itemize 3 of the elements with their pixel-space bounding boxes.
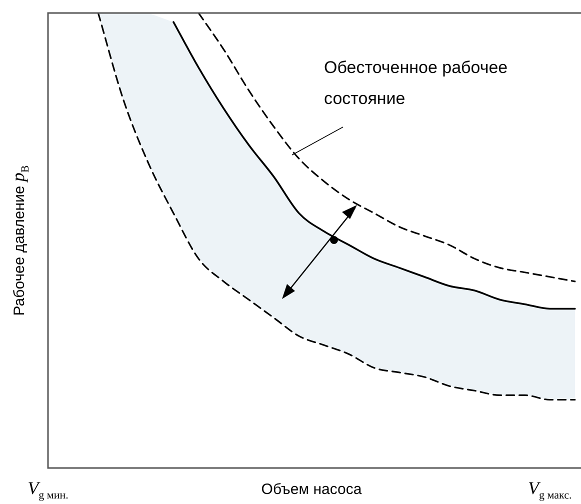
- x-axis-title: Объем насоса: [261, 481, 362, 498]
- annotation: Обесточенное рабочее состояние: [324, 58, 508, 108]
- y-axis-title: Рабочее давление pВ: [8, 165, 32, 316]
